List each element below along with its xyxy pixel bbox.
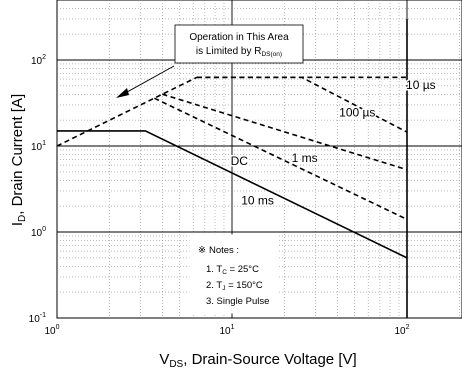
series-r-ds-on-limit-line <box>57 76 198 147</box>
series-lines <box>57 19 408 318</box>
series-1-ms-line <box>162 93 408 171</box>
y-tick-label: 102 <box>31 54 46 67</box>
series-100-s-line <box>196 76 408 133</box>
note-1: 1. T <box>206 264 222 275</box>
rdson-arrow <box>116 65 175 98</box>
curve-label-1-ms: 1 ms <box>292 151 318 165</box>
x-tick-label: 100 <box>44 324 59 337</box>
curve-label-10-ms: 10 ms <box>241 193 274 207</box>
curve-label-10-µs: 10 µs <box>406 78 436 92</box>
x-tick-label: 101 <box>219 324 234 337</box>
series-10-ms-line <box>154 97 408 221</box>
note-3: 3. Single Pulse <box>206 296 269 307</box>
y-tick-label: 10-1 <box>29 312 46 325</box>
annotation-line1: Operation in This Area <box>189 32 289 43</box>
y-tick-label: 100 <box>31 226 46 239</box>
annotation-line2-sub: DS(on) <box>261 51 282 58</box>
svg-text:2. TJ = 150°C: 2. TJ = 150°C <box>206 280 263 292</box>
curve-label-100-µs: 100 µs <box>339 106 375 120</box>
plot-frame <box>56 0 462 319</box>
grid-lines <box>56 0 462 319</box>
svg-text:※Notes :: ※ Notes : <box>198 245 239 256</box>
notes-box: ※ Notes : 1. TC = 25°C 2. TJ = 150°C 3. S… <box>189 234 279 314</box>
series-dc-line <box>57 130 408 259</box>
x-tick-label: 102 <box>394 324 409 337</box>
y-axis-title: ID, Drain Current [A] <box>9 94 28 226</box>
curve-label-DC: DC <box>231 154 249 168</box>
notes-symbol: ※ <box>198 245 206 256</box>
svg-text:1. TC = 25°C: 1. TC = 25°C <box>206 264 259 276</box>
x-axis-title: VDS, Drain-Source Voltage [V] <box>159 351 356 370</box>
svg-text:is Limited by RDS(on): is Limited by RDS(on) <box>196 46 282 58</box>
annotation-line2: is Limited by R <box>196 46 262 57</box>
curve-labels: 10 µs 100 µs 1 ms 10 ms DC <box>229 77 437 209</box>
rdson-annotation: Operation in This Area is Limited by RDS… <box>174 24 304 64</box>
note-2: 2. T <box>206 280 222 291</box>
y-tick-label: 101 <box>31 140 46 153</box>
notes-title: Notes : <box>209 245 239 256</box>
